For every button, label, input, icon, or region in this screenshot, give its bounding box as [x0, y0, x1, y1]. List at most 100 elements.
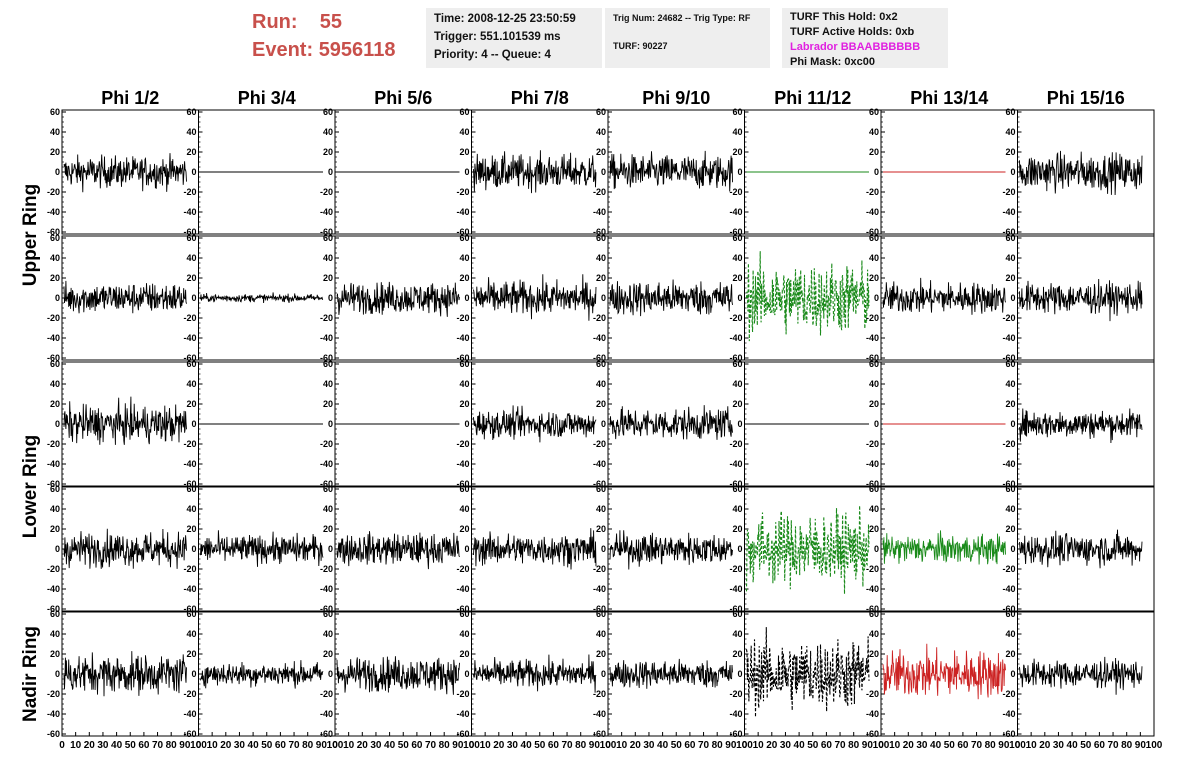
y-tick-label: -40: [183, 709, 196, 719]
x-tick-label: 0: [878, 740, 884, 751]
y-tick-label: 60: [869, 609, 879, 619]
y-tick-label: -20: [320, 564, 333, 574]
y-tick-label: -20: [456, 564, 469, 574]
run-label: Run:: [252, 11, 298, 33]
x-tick-label: 90: [862, 740, 874, 751]
y-tick-label: -60: [320, 227, 333, 237]
y-tick-label: -60: [320, 729, 333, 739]
y-tick-label: 20: [50, 147, 60, 157]
y-tick-label: 20: [50, 273, 60, 283]
y-tick-label: -60: [593, 353, 606, 363]
x-tick-label: 90: [316, 740, 328, 751]
x-tick-label: 30: [1053, 740, 1065, 751]
column-header: Phi 15/16: [1047, 88, 1125, 108]
y-tick-label: -20: [729, 689, 742, 699]
y-tick-label: 60: [596, 107, 606, 117]
x-tick-label: 40: [930, 740, 942, 751]
y-tick-label: -20: [183, 439, 196, 449]
y-tick-label: 40: [50, 504, 60, 514]
x-tick-label: 60: [548, 740, 560, 751]
x-tick-label: 0: [1015, 740, 1021, 751]
x-tick-label: 10: [616, 740, 628, 751]
y-tick-label: 40: [596, 127, 606, 137]
y-tick-label: 20: [323, 399, 333, 409]
y-tick-label: 0: [191, 167, 196, 177]
x-tick-label: 90: [725, 740, 737, 751]
y-tick-label: 20: [732, 147, 742, 157]
y-tick-label: 0: [737, 544, 742, 554]
x-tick-label: 40: [111, 740, 123, 751]
x-tick-label: 60: [411, 740, 423, 751]
y-tick-label: -20: [1002, 564, 1015, 574]
y-tick-label: -40: [866, 207, 879, 217]
y-tick-label: -40: [866, 584, 879, 594]
y-tick-label: -40: [320, 709, 333, 719]
y-tick-label: 0: [737, 293, 742, 303]
y-tick-label: 20: [596, 649, 606, 659]
x-tick-label: 60: [138, 740, 150, 751]
y-tick-label: -40: [1002, 459, 1015, 469]
y-tick-label: 40: [869, 127, 879, 137]
y-tick-label: 0: [55, 419, 60, 429]
x-tick-label: 40: [521, 740, 533, 751]
x-tick-label: 20: [493, 740, 505, 751]
y-tick-label: 20: [869, 147, 879, 157]
y-tick-label: 60: [323, 609, 333, 619]
y-tick-label: -20: [183, 689, 196, 699]
y-tick-label: -60: [866, 227, 879, 237]
y-tick-label: 0: [55, 669, 60, 679]
x-tick-label: 50: [534, 740, 546, 751]
y-tick-label: -20: [729, 564, 742, 574]
y-tick-label: 40: [1005, 504, 1015, 514]
y-tick-label: 0: [874, 669, 879, 679]
x-tick-label: 100: [1009, 740, 1026, 751]
y-tick-label: -60: [47, 729, 60, 739]
y-tick-label: -20: [456, 689, 469, 699]
y-tick-label: 60: [323, 107, 333, 117]
y-tick-label: 60: [186, 609, 196, 619]
y-tick-label: 40: [50, 629, 60, 639]
y-tick-label: -60: [320, 604, 333, 614]
waveform-trace: [609, 530, 733, 570]
turf-info-box: TURF This Hold: 0x2 TURF Active Holds: 0…: [782, 8, 948, 68]
y-tick-label: -60: [593, 604, 606, 614]
y-tick-label: -20: [1002, 689, 1015, 699]
y-tick-label: 40: [186, 629, 196, 639]
y-tick-label: -20: [729, 313, 742, 323]
y-tick-label: 40: [186, 504, 196, 514]
y-tick-label: 40: [732, 379, 742, 389]
x-tick-label: 50: [944, 740, 956, 751]
x-tick-label: 50: [1080, 740, 1092, 751]
y-tick-label: -60: [456, 227, 469, 237]
y-tick-label: 0: [328, 669, 333, 679]
y-tick-label: 60: [869, 107, 879, 117]
y-tick-label: -20: [593, 187, 606, 197]
y-tick-label: -60: [1002, 729, 1015, 739]
y-tick-label: 60: [459, 484, 469, 494]
y-tick-label: 60: [869, 484, 879, 494]
y-tick-label: 60: [459, 609, 469, 619]
x-tick-label: 40: [794, 740, 806, 751]
y-tick-label: 40: [732, 253, 742, 263]
x-tick-label: 50: [125, 740, 137, 751]
y-tick-label: 0: [737, 167, 742, 177]
column-header: Phi 1/2: [101, 88, 159, 108]
x-tick-label: 10: [753, 740, 765, 751]
y-tick-label: 60: [323, 233, 333, 243]
y-tick-label: -40: [183, 584, 196, 594]
x-tick-label: 0: [332, 740, 338, 751]
y-tick-label: 60: [732, 359, 742, 369]
y-tick-label: 40: [186, 127, 196, 137]
y-tick-label: 40: [596, 379, 606, 389]
waveform-trace: [200, 530, 324, 567]
y-tick-label: 20: [323, 273, 333, 283]
y-tick-label: -20: [866, 689, 879, 699]
x-tick-label: 40: [657, 740, 669, 751]
y-tick-label: 0: [191, 419, 196, 429]
y-tick-label: 20: [869, 649, 879, 659]
y-tick-label: 60: [323, 484, 333, 494]
y-tick-label: 40: [323, 127, 333, 137]
x-tick-label: 0: [196, 740, 202, 751]
y-tick-label: -40: [866, 333, 879, 343]
x-tick-label: 100: [1146, 740, 1163, 751]
